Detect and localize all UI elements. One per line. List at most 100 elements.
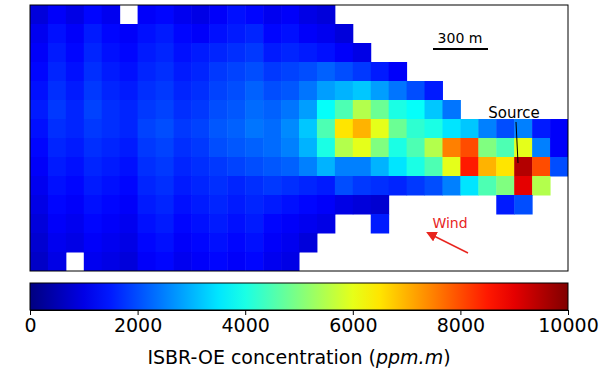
cell [30,252,48,271]
cell [478,138,496,158]
cell [209,195,227,215]
cell [120,24,138,44]
tick: 2000 [114,310,162,336]
cell [66,81,84,101]
cell [335,81,353,101]
cell [299,62,317,82]
cell [281,157,299,177]
cell [407,157,425,177]
cell [48,214,66,234]
cell [335,176,353,196]
cell [371,81,389,101]
cell [335,43,353,63]
cell [30,100,48,120]
cell [209,119,227,139]
cell [120,43,138,63]
cell [407,138,425,158]
cell [407,176,425,196]
cell [317,81,335,101]
scale-bar [433,48,488,50]
cell [263,62,281,82]
cell [209,176,227,196]
cell [281,81,299,101]
cell [191,214,209,234]
tick-label: 0 [24,314,36,336]
cell [496,157,514,177]
cell [245,233,263,253]
cell [209,100,227,120]
cell [389,157,407,177]
cell [317,119,335,139]
cell [227,62,245,82]
cell [102,214,120,234]
cell [120,233,138,253]
tick-label: 10000 [538,314,598,336]
cell [156,24,174,44]
cell [191,43,209,63]
cell [299,5,317,25]
cell [84,62,102,82]
colorbar-label: ISBR-OE concentration (ppm.m) [147,346,450,368]
cell [496,176,514,196]
cell [281,214,299,234]
cell [173,176,191,196]
cell [227,81,245,101]
cell [209,214,227,234]
cell [48,43,66,63]
cell [48,157,66,177]
chart: SourceWind300 m0200040006000800010000ISB… [0,0,608,375]
cell [84,176,102,196]
cell [227,176,245,196]
cell [317,138,335,158]
cell [120,157,138,177]
cell [66,119,84,139]
cell [263,252,281,271]
cell [48,5,66,25]
cell [48,176,66,196]
cell [281,100,299,120]
cell [66,138,84,158]
cell [120,252,138,271]
cell [84,233,102,253]
cell [353,100,371,120]
cell [532,138,550,158]
tick: 0 [24,310,36,336]
cell [209,138,227,158]
cell [84,100,102,120]
cell [263,214,281,234]
cell [173,138,191,158]
cell [156,43,174,63]
cell [66,24,84,44]
colorbar [30,283,568,310]
cell [102,157,120,177]
cell [30,157,48,177]
cell [281,233,299,253]
cell [317,195,335,215]
cell [66,100,84,120]
cell [120,62,138,82]
tick: 6000 [329,310,377,336]
cell [156,252,174,271]
cell [102,138,120,158]
tick: 8000 [437,310,485,336]
cell [353,195,371,215]
cell [48,252,66,271]
cell [425,138,443,158]
cell [84,138,102,158]
cell [442,176,460,196]
cell [389,62,407,82]
cell [353,119,371,139]
cell [138,5,156,25]
cell [442,138,460,158]
cell [425,81,443,101]
cell [371,214,389,234]
cell [66,157,84,177]
cell [138,195,156,215]
cell [550,157,568,177]
cell [30,24,48,44]
cell [299,138,317,158]
cell [371,176,389,196]
cell [66,176,84,196]
cell [102,176,120,196]
cell [209,252,227,271]
